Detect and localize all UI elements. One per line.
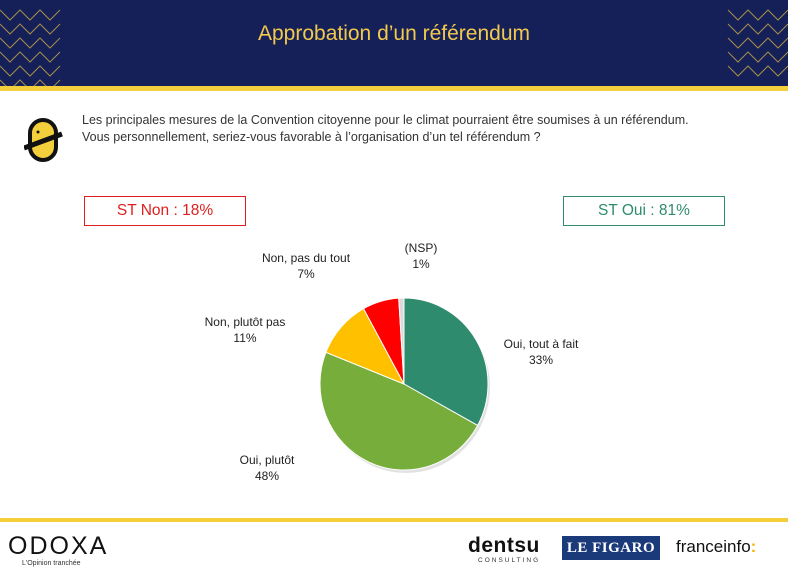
slice-label-value: 11% bbox=[233, 331, 257, 345]
pie-slice-0 bbox=[403, 297, 489, 427]
pie-slice-1 bbox=[319, 351, 479, 471]
slice-label-oui-tout-a-fait: Oui, tout à fait 33% bbox=[504, 336, 579, 368]
header-banner: Approbation d’un référendum bbox=[0, 0, 788, 86]
slice-label-text: Non, plutôt pas bbox=[204, 315, 286, 329]
header-divider bbox=[0, 86, 788, 91]
slice-label-non-plutot-pas: Non, plutôt pas 11% bbox=[205, 314, 286, 346]
odoxa-logo: ODOXA bbox=[8, 532, 109, 560]
footer: ODOXA L'Opinion tranchée dentsu CONSULTI… bbox=[0, 522, 788, 575]
pie-chart: Oui, tout à fait 33% Oui, plutôt 48% Non… bbox=[0, 230, 788, 520]
le-figaro-logo: LE FIGARO bbox=[562, 536, 660, 560]
st-oui-box: ST Oui : 81% bbox=[563, 196, 725, 226]
slice-label-non-pas-du-tout: Non, pas du tout 7% bbox=[262, 250, 350, 282]
odoxa-question-icon bbox=[24, 118, 63, 162]
pie-slice-4 bbox=[398, 297, 405, 385]
question-line-1: Les principales mesures de la Convention… bbox=[82, 113, 689, 127]
st-non-box: ST Non : 18% bbox=[84, 196, 246, 226]
slice-label-text: Non, pas du tout bbox=[261, 251, 351, 265]
odoxa-tagline: L'Opinion tranchée bbox=[22, 560, 81, 567]
slice-label-value: 48% bbox=[254, 469, 280, 483]
slice-label-value: 1% bbox=[412, 257, 430, 271]
slice-label-text: Oui, plutôt bbox=[239, 453, 295, 467]
slice-label-value: 7% bbox=[297, 267, 315, 281]
dentsu-subtitle: CONSULTING bbox=[478, 557, 541, 564]
slice-label-value: 33% bbox=[528, 353, 554, 367]
slice-label-text: (NSP) bbox=[404, 241, 438, 255]
footer-divider bbox=[0, 518, 788, 522]
dentsu-logo: dentsu bbox=[468, 534, 540, 557]
franceinfo-text: franceinfo bbox=[676, 537, 751, 556]
question-line-2: Vous personnellement, seriez-vous favora… bbox=[82, 130, 541, 144]
question-text: Les principales mesures de la Convention… bbox=[82, 112, 772, 146]
pie-chart-svg bbox=[319, 297, 490, 473]
slice-label-oui-plutot: Oui, plutôt 48% bbox=[240, 452, 295, 484]
slice-label-text: Oui, tout à fait bbox=[503, 337, 579, 351]
franceinfo-logo: franceinfo: bbox=[676, 537, 756, 557]
slice-label-nsp: (NSP) 1% bbox=[405, 240, 438, 272]
page-title: Approbation d’un référendum bbox=[257, 22, 530, 45]
header-pattern-decoration bbox=[0, 9, 788, 86]
franceinfo-colon: : bbox=[750, 537, 757, 556]
